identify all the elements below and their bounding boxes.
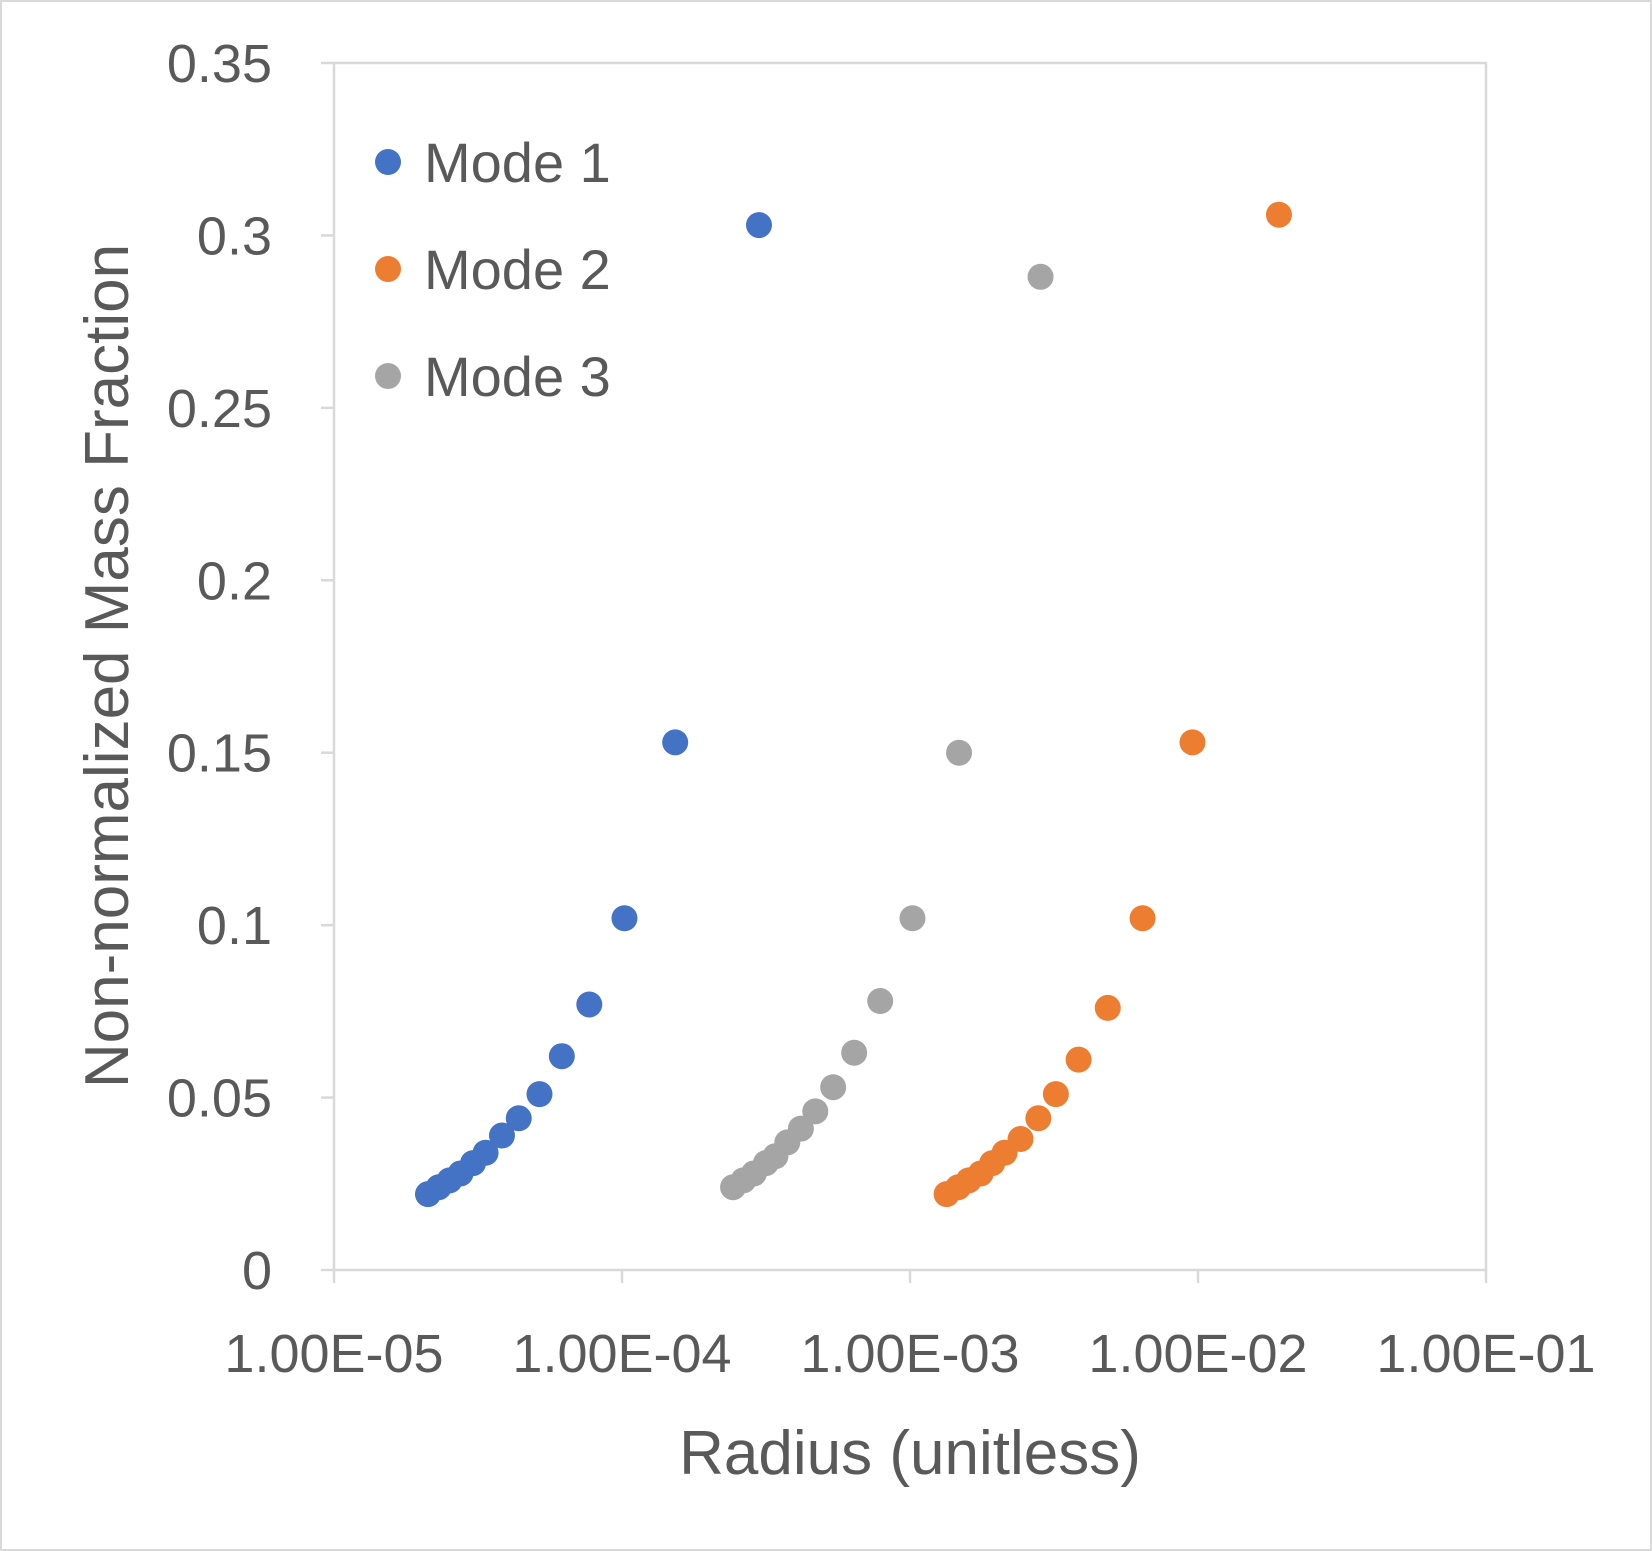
data-point-mode-3	[802, 1098, 829, 1125]
x-axis-title: Radius (unitless)	[679, 1419, 1141, 1488]
data-point-mode-2	[1265, 201, 1292, 228]
data-point-mode-3	[1027, 263, 1054, 290]
data-point-mode-3	[787, 1115, 814, 1142]
data-point-mode-2	[1042, 1081, 1069, 1108]
data-point-mode-1	[548, 1043, 575, 1070]
y-axis-title: Non-normalized Mass Fraction	[73, 244, 142, 1088]
y-tick-label: 0.1	[197, 896, 272, 956]
data-point-mode-3	[820, 1074, 847, 1101]
data-point-mode-1	[526, 1081, 553, 1108]
legend-label-mode-1: Mode 1	[424, 131, 611, 194]
data-point-mode-3	[841, 1039, 868, 1066]
y-tick-label: 0.2	[197, 551, 272, 611]
x-tick-label: 1.00E-01	[1376, 1324, 1595, 1384]
x-tick-label: 1.00E-05	[224, 1324, 443, 1384]
data-point-mode-3	[867, 988, 894, 1015]
x-tick-label: 1.00E-02	[1088, 1324, 1307, 1384]
legend-label-mode-2: Mode 2	[424, 238, 611, 301]
legend-marker-mode-1	[375, 149, 401, 175]
legend-marker-mode-2	[375, 256, 401, 282]
data-point-mode-1	[745, 212, 772, 239]
y-tick-label: 0.3	[197, 206, 272, 266]
data-points	[414, 201, 1292, 1208]
legend-label-mode-3: Mode 3	[424, 345, 611, 408]
y-tick-label: 0.35	[167, 34, 272, 94]
data-point-mode-2	[1065, 1046, 1092, 1073]
data-point-mode-1	[472, 1139, 499, 1166]
y-tick-label: 0	[242, 1241, 272, 1301]
x-tick-label: 1.00E-03	[800, 1324, 1019, 1384]
data-point-mode-2	[1025, 1105, 1052, 1132]
y-tick-label: 0.05	[167, 1069, 272, 1129]
data-point-mode-3	[946, 739, 973, 766]
data-point-mode-2	[1007, 1125, 1034, 1152]
data-point-mode-1	[611, 905, 638, 932]
x-axis-ticks: 1.00E-05 1.00E-04 1.00E-03 1.00E-02 1.00E-01	[224, 1270, 1596, 1384]
legend-marker-mode-3	[375, 363, 401, 389]
data-point-mode-2	[1129, 905, 1156, 932]
legend: Mode 1 Mode 2 Mode 3	[375, 131, 611, 408]
data-point-mode-3	[899, 905, 926, 932]
data-point-mode-1	[576, 991, 603, 1018]
data-point-mode-2	[1094, 994, 1121, 1021]
y-axis-ticks: 0 0.05 0.1 0.15 0.2 0.25 0.3 0.35	[167, 34, 334, 1301]
data-point-mode-1	[505, 1105, 532, 1132]
y-tick-label: 0.15	[167, 724, 272, 784]
y-tick-label: 0.25	[167, 379, 272, 439]
data-point-mode-1	[488, 1122, 515, 1149]
data-point-mode-2	[1179, 729, 1206, 756]
x-tick-label: 1.00E-04	[512, 1324, 731, 1384]
data-point-mode-1	[662, 729, 689, 756]
